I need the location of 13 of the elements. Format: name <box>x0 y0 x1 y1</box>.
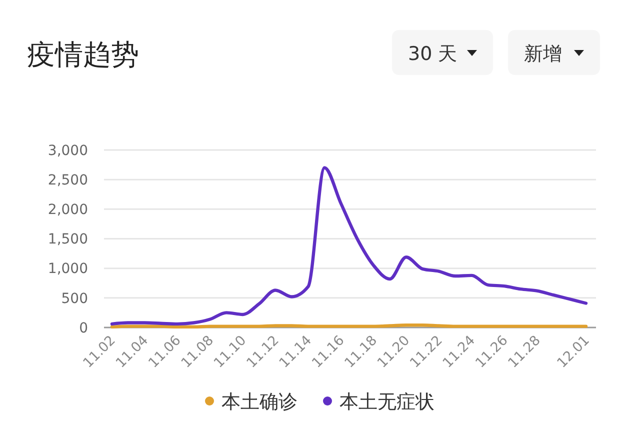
chart-title: 疫情趋势 <box>27 38 139 71</box>
legend-label: 本土无症状 <box>340 390 434 413</box>
dropdown: 30 天 <box>392 30 493 75</box>
line-series <box>110 166 588 326</box>
y-tick-label: 2,500 <box>48 172 88 188</box>
dropdown: 新增 <box>508 30 600 75</box>
y-tick-label: 3,000 <box>48 142 88 159</box>
y-tick-label: 1,000 <box>48 261 88 278</box>
legend-label: 本土确诊 <box>222 390 298 413</box>
y-tick-label: 500 <box>61 290 88 307</box>
y-tick-label: 2,000 <box>48 202 88 218</box>
y-tick-label: 1,500 <box>48 232 88 248</box>
y-tick-label: 0 <box>79 320 88 336</box>
